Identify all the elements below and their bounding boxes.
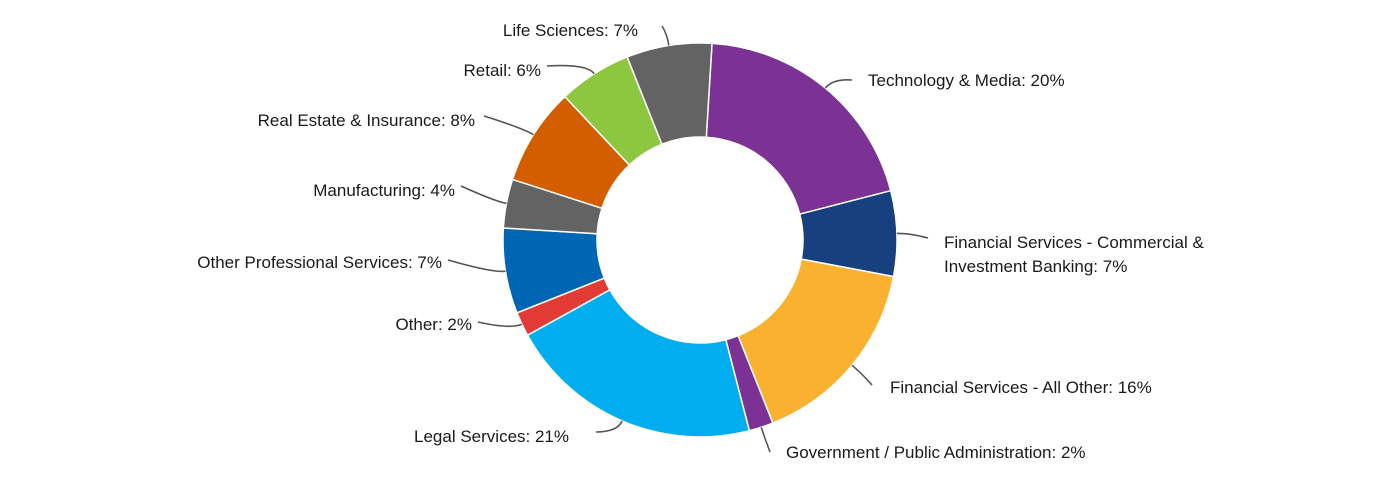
leader-lines-group (447, 25, 929, 453)
slices-group (502, 42, 898, 438)
donut-slice-10 (626, 42, 713, 146)
leader-line-8 (483, 115, 534, 136)
leader-line-7 (460, 185, 507, 205)
slice-label-8: Real Estate & Insurance: 8% (258, 111, 475, 130)
slice-label-7: Manufacturing: 4% (313, 181, 455, 200)
slice-label-6: Other Professional Services: 7% (197, 253, 442, 272)
slice-label-10: Life Sciences: 7% (503, 21, 638, 40)
donut-slice-4 (526, 288, 751, 438)
leader-line-0 (824, 79, 853, 89)
labels-group: Technology & Media: 20% Financial Service… (197, 21, 1204, 462)
slice-label-3: Government / Public Administration: 2% (786, 443, 1086, 462)
leader-line-1 (896, 232, 929, 239)
slice-label-4: Legal Services: 21% (414, 427, 569, 446)
leader-line-6 (447, 259, 506, 273)
leader-line-10 (661, 25, 670, 46)
slice-label-9: Retail: 6% (464, 61, 541, 80)
leader-line-9 (546, 64, 595, 75)
slice-label-1: Financial Services - Commercial & Investm… (944, 233, 1204, 276)
leader-line-2 (851, 364, 873, 386)
donut-slice-0 (705, 42, 892, 216)
leader-line-3 (760, 427, 771, 453)
leader-line-4 (595, 420, 623, 433)
leader-line-5 (477, 321, 523, 328)
slice-label-2: Financial Services - All Other: 16% (890, 378, 1152, 397)
slice-label-0: Technology & Media: 20% (868, 71, 1065, 90)
slice-label-5: Other: 2% (395, 315, 472, 334)
